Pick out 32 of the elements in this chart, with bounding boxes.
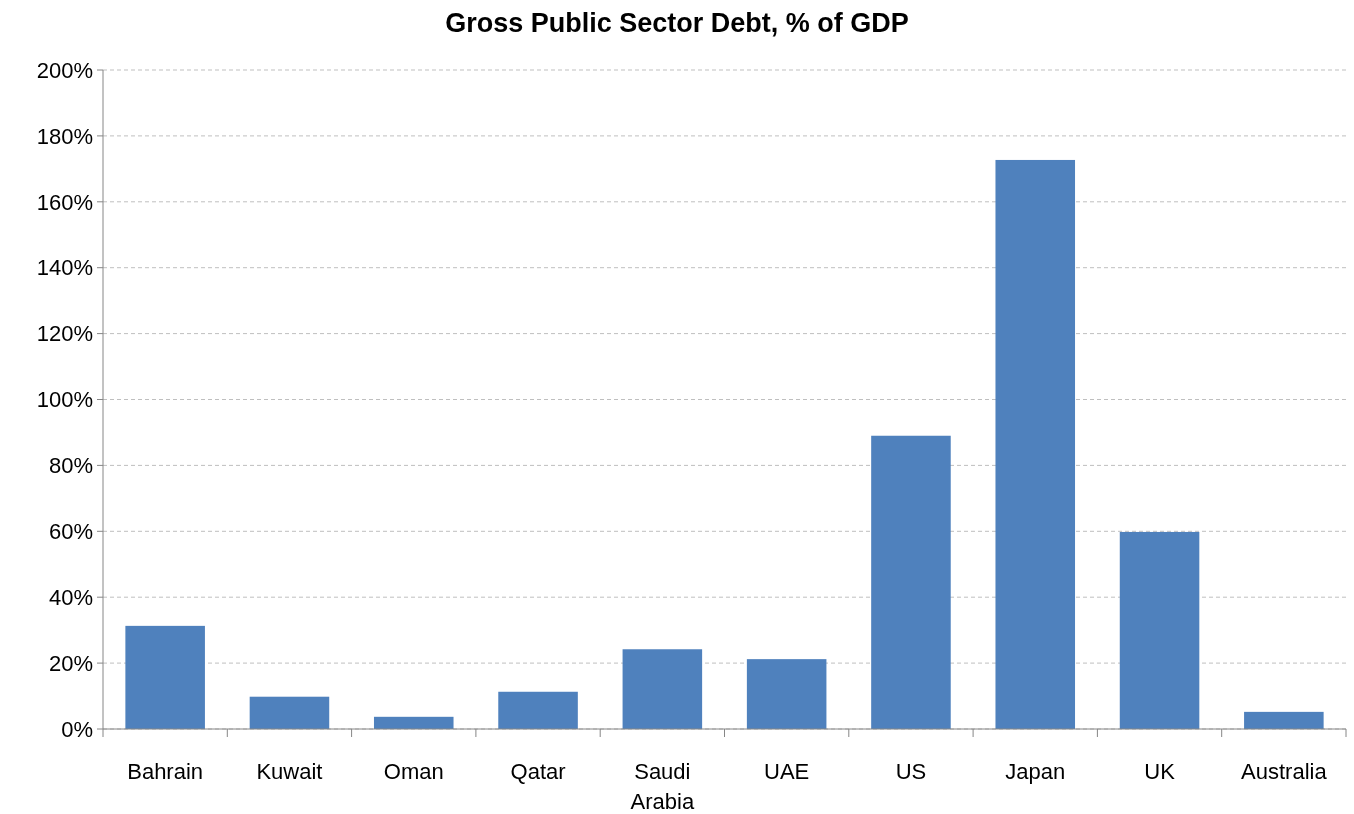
y-tick-label: 140%	[36, 255, 93, 281]
x-tick-label: UAE	[764, 759, 810, 784]
y-tick-label: 20%	[48, 650, 93, 676]
bar	[249, 696, 330, 729]
bar	[1119, 531, 1200, 729]
y-tick-label: 40%	[48, 584, 93, 610]
x-tick-label: UK	[1144, 759, 1176, 784]
x-tick-label: Qatar	[510, 759, 566, 784]
y-tick-label: 160%	[36, 189, 93, 215]
bar	[746, 659, 827, 729]
y-tick-label: 80%	[48, 453, 93, 479]
x-tick-label: Bahrain	[127, 759, 204, 784]
y-tick-label: 100%	[36, 387, 93, 413]
bar	[125, 625, 205, 729]
bar	[1244, 711, 1324, 729]
y-tick-label: 60%	[48, 519, 93, 544]
bar	[373, 716, 454, 729]
bar	[498, 691, 578, 729]
y-tick-label: 120%	[36, 321, 93, 347]
y-tick-label: 180%	[36, 123, 93, 149]
x-tick-label: US	[895, 759, 927, 784]
x-tick-label: Oman	[383, 759, 444, 784]
bar	[871, 435, 951, 729]
bar	[995, 159, 1076, 729]
x-tick-label: Australia	[1241, 759, 1328, 784]
chart-title: Gross Public Sector Debt, % of GDP	[445, 8, 909, 38]
y-tick-label: 200%	[36, 57, 93, 83]
y-tick-label: 0%	[61, 716, 93, 742]
x-tick-label: Kuwait	[256, 759, 323, 784]
x-tick-label: Japan	[1005, 759, 1066, 784]
x-tick-label: Saudi Arabia	[630, 759, 695, 814]
bar	[622, 649, 703, 729]
